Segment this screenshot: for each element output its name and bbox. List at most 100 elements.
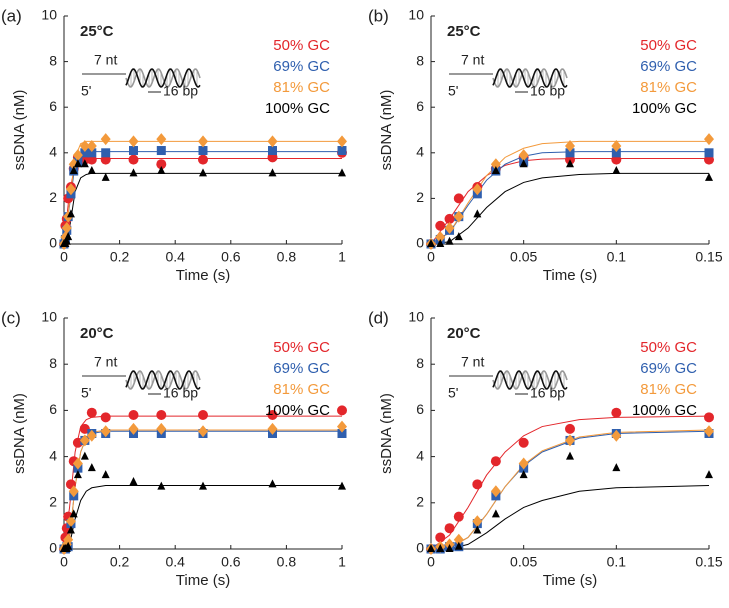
data-point — [157, 481, 166, 490]
data-point — [705, 470, 713, 479]
data-point — [267, 135, 278, 148]
data-point — [444, 213, 455, 224]
data-point — [62, 236, 71, 245]
data-point — [337, 135, 347, 148]
y-axis-label: ssDNA (nM) — [378, 393, 395, 474]
data-point — [198, 146, 208, 156]
data-point — [444, 222, 455, 235]
x-tick-label: 1 — [338, 554, 346, 570]
y-tick-label: 2 — [416, 189, 424, 205]
fit-line — [63, 172, 342, 245]
data-point — [128, 154, 139, 165]
x-axis-label: Time (s) — [543, 267, 597, 284]
data-point — [267, 410, 278, 421]
strand-length-label: 7 nt — [461, 354, 484, 370]
y-tick-label: 0 — [49, 235, 57, 251]
x-tick-label: 0.15 — [695, 554, 722, 570]
x-tick-label: 0 — [60, 554, 68, 570]
five-prime-label: 5' — [81, 385, 91, 401]
data-point — [87, 166, 96, 175]
y-tick-label: 2 — [416, 494, 424, 510]
data-point — [611, 429, 622, 442]
duplex-length-label: 16 bp — [530, 83, 565, 99]
x-tick-label: 0 — [427, 249, 435, 265]
data-point — [454, 541, 463, 550]
legend-label: 100% GC — [265, 100, 330, 117]
y-tick-label: 6 — [416, 401, 424, 417]
data-point — [87, 463, 96, 472]
data-point — [453, 210, 464, 223]
legend-label: 81% GC — [640, 381, 697, 398]
temperature-label: 25°C — [447, 23, 481, 40]
data-point — [66, 209, 75, 218]
data-point — [128, 422, 139, 435]
data-point — [427, 544, 435, 552]
temperature-label: 20°C — [447, 325, 481, 342]
legend-label: 100% GC — [265, 402, 330, 419]
temperature-label: 25°C — [80, 23, 114, 40]
data-point — [68, 485, 79, 498]
legend-label: 50% GC — [640, 339, 697, 356]
data-point — [129, 168, 138, 177]
data-point — [72, 457, 83, 470]
data-point — [79, 139, 90, 152]
data-point — [566, 159, 574, 168]
data-point — [61, 222, 72, 235]
x-tick-label: 0 — [60, 249, 68, 265]
duplex-length-label: 16 bp — [530, 385, 565, 401]
data-point — [69, 166, 78, 175]
data-point — [100, 425, 111, 438]
data-point — [64, 541, 73, 550]
data-point — [704, 133, 714, 146]
y-tick-label: 2 — [49, 494, 57, 510]
legend-label: 81% GC — [273, 79, 330, 96]
data-point — [444, 523, 455, 534]
y-tick-label: 10 — [41, 309, 57, 325]
helix-strand — [125, 370, 201, 390]
data-point — [80, 159, 89, 168]
data-point — [453, 533, 464, 546]
data-point — [519, 159, 528, 168]
data-point — [128, 410, 139, 421]
strand-length-label: 7 nt — [94, 52, 117, 68]
x-tick-label: 1 — [338, 249, 346, 265]
data-point — [128, 135, 139, 148]
data-point — [518, 457, 529, 470]
data-point — [337, 405, 347, 416]
data-point — [87, 148, 97, 158]
data-point — [435, 532, 446, 543]
data-point — [445, 236, 454, 245]
data-point — [519, 470, 528, 479]
y-tick-label: 4 — [49, 144, 57, 160]
legend-label: 81% GC — [640, 79, 697, 96]
data-point — [79, 434, 90, 447]
data-point — [156, 422, 167, 435]
y-tick-label: 4 — [416, 447, 424, 463]
data-point — [518, 437, 529, 448]
y-tick-label: 6 — [49, 401, 57, 417]
data-point — [65, 515, 76, 528]
y-tick-label: 2 — [49, 189, 57, 205]
data-point — [198, 425, 208, 438]
data-point — [490, 158, 501, 171]
x-tick-label: 0.4 — [165, 249, 185, 265]
fit-line — [430, 429, 710, 550]
data-point — [198, 154, 208, 165]
x-axis-label: Time (s) — [543, 572, 597, 589]
y-tick-label: 10 — [408, 7, 424, 23]
data-point — [129, 146, 138, 156]
five-prime-label: 5' — [448, 83, 458, 99]
x-tick-label: 0.6 — [221, 554, 241, 570]
data-point — [337, 420, 347, 433]
data-point — [65, 183, 76, 196]
data-point — [100, 412, 111, 423]
y-tick-label: 8 — [416, 355, 424, 371]
data-point — [100, 133, 111, 146]
panel-label: (a) — [1, 6, 22, 25]
data-point — [518, 149, 529, 162]
y-tick-label: 8 — [49, 355, 57, 371]
data-point — [472, 183, 483, 196]
data-point — [337, 429, 347, 438]
panel-label: (c) — [1, 308, 21, 327]
